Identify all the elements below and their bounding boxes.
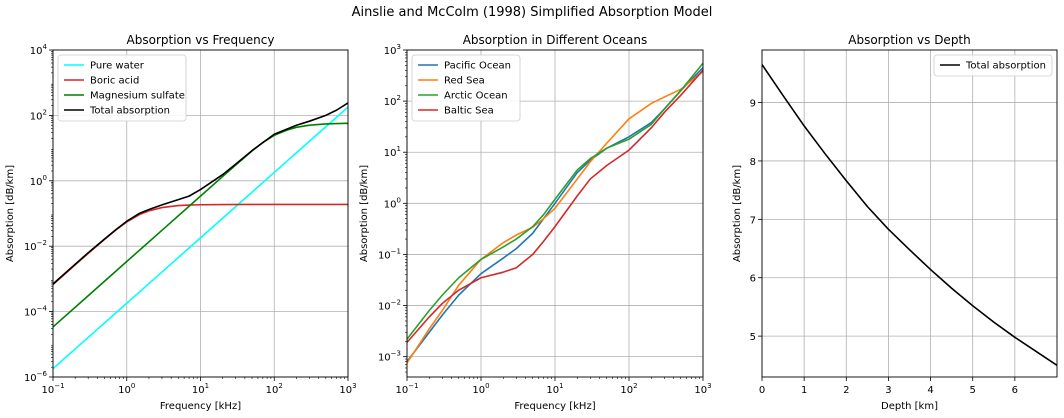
x-axis-label: Frequency [kHz] [514, 401, 595, 412]
y-tick-label: 10−2 [378, 299, 401, 313]
y-tick-label: 7 [750, 215, 756, 226]
series-line-baltic-sea [407, 69, 703, 343]
legend-box [57, 54, 187, 122]
y-tick-label: 9 [750, 99, 756, 110]
series-line-pacific-ocean [407, 67, 703, 363]
x-axis-label: Depth [km] [881, 401, 938, 412]
y-tick-label: 101 [384, 145, 401, 159]
x-tick-label: 4 [927, 385, 933, 396]
x-tick-label: 102 [620, 382, 637, 396]
legend-label: Pure water [90, 61, 145, 72]
y-tick-label: 10−4 [24, 305, 48, 319]
chart-3: 0 1 2 3 4 5 6 5 6 7 8 9 Absorption vs Depth Depth [km… [732, 33, 1058, 412]
chart-title: Absorption vs Depth [848, 33, 971, 47]
x-tick-label: 5 [970, 385, 976, 396]
y-tick-label: 10−3 [378, 350, 401, 364]
y-tick-label: 100 [384, 196, 401, 210]
series-line-total-absorption [762, 64, 1057, 366]
series-group [762, 64, 1057, 366]
y-tick-label: 8 [750, 157, 756, 168]
y-axis-label: Absorption [dB/km] [359, 165, 370, 262]
chart-1: 10−1 100 101 102 103 10−6 10−4 10−2 100 102 104 Abs… [5, 33, 357, 412]
legend: Pacific Ocean Red Sea Arctic Ocean Baltic S… [411, 54, 521, 122]
x-tick-label: 101 [192, 382, 209, 396]
x-tick-label: 103 [694, 382, 711, 396]
x-tick-label: 1 [801, 385, 807, 396]
x-tick-label: 6 [1012, 385, 1018, 396]
series-line-red-sea [407, 70, 703, 364]
legend-label: Baltic Sea [444, 106, 494, 117]
x-tick-label: 0 [759, 385, 765, 396]
y-tick-label: 10−1 [378, 247, 401, 261]
legend-label: Red Sea [444, 76, 485, 87]
y-tick-label: 6 [750, 274, 756, 285]
chart-title: Absorption vs Frequency [127, 33, 275, 47]
y-axis-label: Absorption [dB/km] [5, 165, 16, 262]
y-tick-label: 10−2 [24, 239, 47, 253]
x-tick-label: 10−1 [395, 382, 418, 396]
y-tick-label: 102 [384, 94, 401, 108]
x-tick-label: 100 [472, 382, 489, 396]
legend-label: Boric acid [90, 76, 139, 87]
series-line-pure-water [53, 106, 348, 370]
legend-box [933, 54, 1053, 77]
x-tick-label: 3 [885, 385, 891, 396]
legend-box [411, 54, 521, 122]
legend-label: Total absorption [89, 106, 170, 117]
series-line-total-absorption [53, 102, 348, 285]
x-tick-label: 2 [843, 385, 849, 396]
x-tick-label: 100 [118, 382, 135, 396]
plot-frame [761, 49, 1058, 378]
series-group [407, 62, 703, 364]
y-tick-label: 104 [30, 43, 48, 57]
y-axis-label: Absorption [dB/km] [732, 165, 743, 262]
legend-label: Magnesium sulfate [90, 91, 185, 102]
chart-title: Absorption in Different Oceans [463, 33, 648, 47]
x-tick-label: 102 [266, 382, 283, 396]
legend-label: Arctic Ocean [444, 91, 508, 102]
series-line-arctic-ocean [407, 62, 703, 340]
x-axis-label: Frequency [kHz] [160, 401, 241, 412]
y-tick-label: 100 [30, 174, 47, 188]
x-tick-label: 10−1 [41, 382, 64, 396]
y-tick-label: 102 [30, 108, 47, 122]
x-tick-label: 103 [339, 382, 356, 396]
y-tick-label: 10−6 [24, 370, 48, 384]
y-tick-label: 103 [384, 43, 401, 57]
y-tick-label: 5 [750, 332, 756, 343]
legend: Pure water Boric acid Magnesium sulfate Tot… [57, 54, 187, 122]
series-group [53, 102, 348, 370]
legend-label: Total absorption [965, 61, 1046, 72]
legend-label: Pacific Ocean [444, 61, 511, 72]
legend: Total absorption [933, 54, 1053, 77]
figure-title: Ainslie and McColm (1998) Simplified Abs… [351, 5, 713, 20]
chart-2: 10−1 100 101 102 103 10−3 10−2 10−1 100 101 102 103… [359, 33, 712, 412]
x-tick-label: 101 [546, 382, 563, 396]
